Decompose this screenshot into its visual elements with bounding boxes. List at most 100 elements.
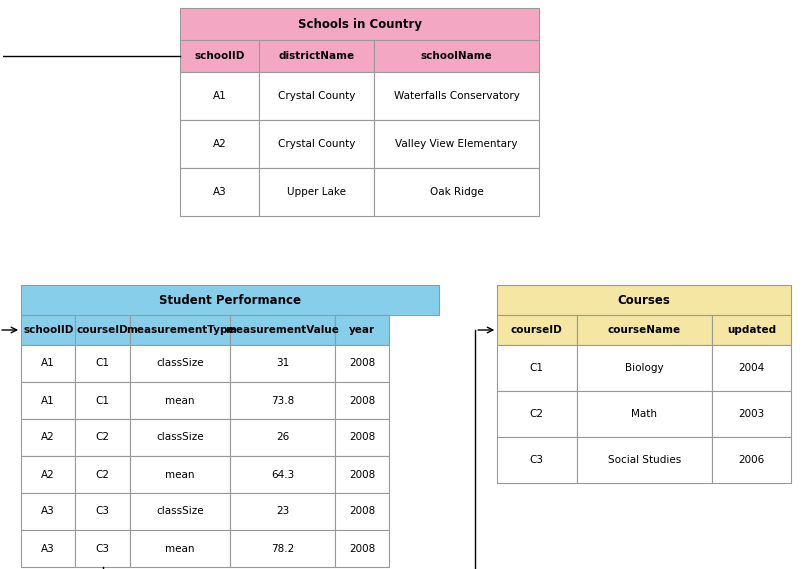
Bar	[130, 493, 230, 530]
Text: 2008: 2008	[349, 395, 375, 406]
Bar	[577, 315, 712, 345]
Text: schoolID: schoolID	[23, 325, 74, 335]
Bar	[374, 72, 539, 120]
Bar	[180, 120, 259, 168]
Bar	[230, 493, 335, 530]
Bar	[180, 72, 259, 120]
Text: schoolName: schoolName	[421, 51, 492, 61]
Bar	[75, 456, 130, 493]
Text: courseID: courseID	[511, 325, 562, 335]
Text: C2: C2	[95, 469, 110, 480]
Text: 2004: 2004	[739, 363, 764, 373]
Text: Student Performance: Student Performance	[159, 294, 301, 307]
Text: 23: 23	[276, 506, 289, 517]
Text: Schools in Country: Schools in Country	[297, 18, 422, 31]
Bar	[180, 8, 539, 40]
Text: Math: Math	[631, 409, 657, 419]
Bar	[21, 345, 75, 382]
Text: 26: 26	[276, 432, 289, 443]
Text: updated: updated	[727, 325, 776, 335]
Bar	[712, 315, 791, 345]
Bar	[180, 168, 259, 216]
Text: schoolID: schoolID	[195, 51, 245, 61]
Text: 73.8: 73.8	[271, 395, 294, 406]
Text: 2008: 2008	[349, 543, 375, 554]
Text: 2006: 2006	[739, 455, 764, 465]
Bar	[259, 72, 374, 120]
Bar	[374, 168, 539, 216]
Bar	[712, 391, 791, 437]
Bar	[497, 345, 577, 391]
Text: 2008: 2008	[349, 469, 375, 480]
Bar	[130, 456, 230, 493]
Bar	[577, 391, 712, 437]
Bar	[130, 315, 230, 345]
Bar	[21, 419, 75, 456]
Text: A2: A2	[41, 469, 55, 480]
Bar	[21, 382, 75, 419]
Bar	[497, 437, 577, 483]
Bar	[21, 530, 75, 567]
Text: A3: A3	[213, 187, 227, 197]
Bar	[335, 345, 389, 382]
Bar	[712, 437, 791, 483]
Bar	[75, 315, 130, 345]
Text: C2: C2	[95, 432, 110, 443]
Text: courseID: courseID	[77, 325, 128, 335]
Bar	[497, 391, 577, 437]
Text: measurementValue: measurementValue	[225, 325, 339, 335]
Text: A1: A1	[41, 358, 55, 369]
Text: mean: mean	[166, 469, 195, 480]
Text: Crystal County: Crystal County	[278, 139, 356, 149]
Text: C3: C3	[530, 455, 544, 465]
Bar	[230, 345, 335, 382]
Bar	[21, 315, 75, 345]
Bar	[130, 345, 230, 382]
Text: measurementType: measurementType	[126, 325, 234, 335]
Text: mean: mean	[166, 395, 195, 406]
Text: A1: A1	[213, 91, 227, 101]
Bar	[230, 315, 335, 345]
Bar	[230, 456, 335, 493]
Text: C3: C3	[95, 543, 110, 554]
Bar	[75, 382, 130, 419]
Bar	[21, 493, 75, 530]
Text: classSize: classSize	[156, 506, 204, 517]
Text: C1: C1	[95, 358, 110, 369]
Text: Oak Ridge: Oak Ridge	[430, 187, 483, 197]
Text: A2: A2	[213, 139, 227, 149]
Bar	[577, 345, 712, 391]
Bar	[374, 40, 539, 72]
Text: A2: A2	[41, 432, 55, 443]
Bar	[335, 493, 389, 530]
Bar	[21, 285, 440, 315]
Bar	[230, 382, 335, 419]
Text: C3: C3	[95, 506, 110, 517]
Text: C1: C1	[95, 395, 110, 406]
Text: 2008: 2008	[349, 506, 375, 517]
Bar	[335, 419, 389, 456]
Text: Biology: Biology	[625, 363, 663, 373]
Bar	[180, 40, 259, 72]
Bar	[130, 382, 230, 419]
Bar	[259, 120, 374, 168]
Bar	[259, 40, 374, 72]
Text: Upper Lake: Upper Lake	[287, 187, 346, 197]
Bar	[230, 419, 335, 456]
Text: 2008: 2008	[349, 432, 375, 443]
Bar	[335, 382, 389, 419]
Bar	[374, 120, 539, 168]
Bar	[75, 493, 130, 530]
Bar	[577, 437, 712, 483]
Text: year: year	[349, 325, 375, 335]
Text: A3: A3	[41, 543, 55, 554]
Bar	[75, 530, 130, 567]
Bar	[335, 456, 389, 493]
Text: classSize: classSize	[156, 358, 204, 369]
Bar	[497, 315, 577, 345]
Text: classSize: classSize	[156, 432, 204, 443]
Bar	[497, 285, 791, 315]
Bar	[230, 530, 335, 567]
Text: Courses: Courses	[617, 294, 671, 307]
Text: 2003: 2003	[739, 409, 764, 419]
